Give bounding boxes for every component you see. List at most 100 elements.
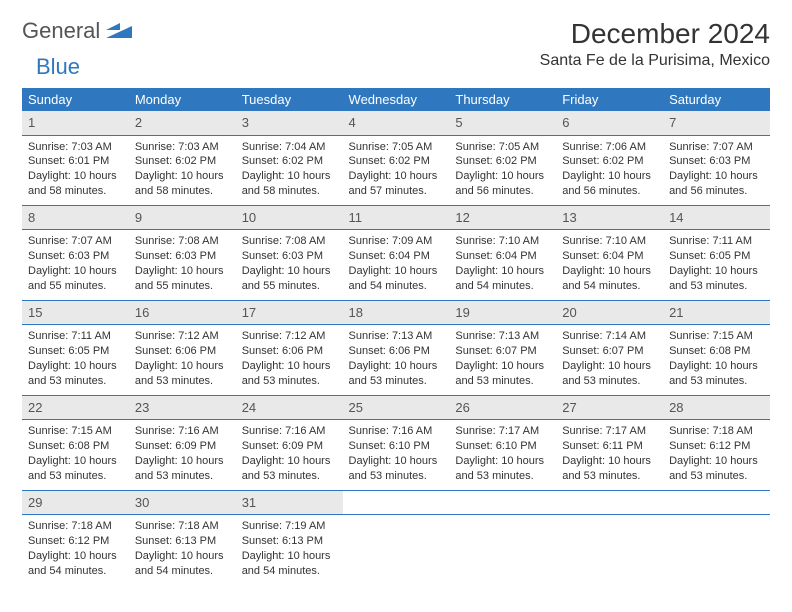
- sunset-text: Sunset: 6:06 PM: [349, 344, 444, 359]
- daylight-text: Daylight: 10 hours and 55 minutes.: [28, 264, 123, 294]
- day-cell: Sunrise: 7:11 AMSunset: 6:05 PMDaylight:…: [22, 325, 129, 395]
- day-number: 6: [556, 111, 663, 135]
- day-number: 19: [449, 300, 556, 325]
- daylight-text: Daylight: 10 hours and 53 minutes.: [455, 359, 550, 389]
- day-number: 7: [663, 111, 770, 135]
- day-cell: [663, 515, 770, 585]
- daylight-text: Daylight: 10 hours and 53 minutes.: [242, 454, 337, 484]
- sunset-text: Sunset: 6:08 PM: [28, 439, 123, 454]
- sunset-text: Sunset: 6:05 PM: [28, 344, 123, 359]
- day-cell: [343, 515, 450, 585]
- weekday-header: Wednesday: [343, 88, 450, 111]
- day-number: [343, 490, 450, 515]
- sunrise-text: Sunrise: 7:04 AM: [242, 140, 337, 155]
- day-number: 28: [663, 395, 770, 420]
- day-number: [556, 490, 663, 515]
- day-number: 15: [22, 300, 129, 325]
- day-detail-row: Sunrise: 7:11 AMSunset: 6:05 PMDaylight:…: [22, 325, 770, 395]
- weekday-header: Sunday: [22, 88, 129, 111]
- day-cell: Sunrise: 7:17 AMSunset: 6:10 PMDaylight:…: [449, 420, 556, 490]
- daylight-text: Daylight: 10 hours and 54 minutes.: [242, 549, 337, 579]
- day-cell: Sunrise: 7:16 AMSunset: 6:10 PMDaylight:…: [343, 420, 450, 490]
- day-cell: Sunrise: 7:16 AMSunset: 6:09 PMDaylight:…: [129, 420, 236, 490]
- daylight-text: Daylight: 10 hours and 58 minutes.: [135, 169, 230, 199]
- daylight-text: Daylight: 10 hours and 53 minutes.: [349, 359, 444, 389]
- sunset-text: Sunset: 6:06 PM: [242, 344, 337, 359]
- day-number: 9: [129, 205, 236, 230]
- daylight-text: Daylight: 10 hours and 56 minutes.: [562, 169, 657, 199]
- sunrise-text: Sunrise: 7:11 AM: [669, 234, 764, 249]
- sunrise-text: Sunrise: 7:10 AM: [562, 234, 657, 249]
- daylight-text: Daylight: 10 hours and 54 minutes.: [28, 549, 123, 579]
- day-number: 21: [663, 300, 770, 325]
- title-block: December 2024 Santa Fe de la Purisima, M…: [540, 18, 770, 70]
- daylight-text: Daylight: 10 hours and 53 minutes.: [28, 359, 123, 389]
- sunset-text: Sunset: 6:02 PM: [455, 154, 550, 169]
- location-text: Santa Fe de la Purisima, Mexico: [540, 52, 770, 70]
- weekday-header: Tuesday: [236, 88, 343, 111]
- sunrise-text: Sunrise: 7:05 AM: [455, 140, 550, 155]
- sunset-text: Sunset: 6:04 PM: [455, 249, 550, 264]
- daylight-text: Daylight: 10 hours and 53 minutes.: [562, 454, 657, 484]
- daylight-text: Daylight: 10 hours and 53 minutes.: [135, 359, 230, 389]
- sunrise-text: Sunrise: 7:07 AM: [669, 140, 764, 155]
- daylight-text: Daylight: 10 hours and 54 minutes.: [562, 264, 657, 294]
- sunset-text: Sunset: 6:02 PM: [242, 154, 337, 169]
- day-number: 8: [22, 205, 129, 230]
- day-cell: Sunrise: 7:18 AMSunset: 6:13 PMDaylight:…: [129, 515, 236, 585]
- day-cell: Sunrise: 7:10 AMSunset: 6:04 PMDaylight:…: [556, 230, 663, 300]
- sunrise-text: Sunrise: 7:08 AM: [242, 234, 337, 249]
- logo-word-2: Blue: [36, 54, 80, 79]
- sunset-text: Sunset: 6:03 PM: [669, 154, 764, 169]
- daylight-text: Daylight: 10 hours and 58 minutes.: [242, 169, 337, 199]
- sunset-text: Sunset: 6:12 PM: [669, 439, 764, 454]
- day-cell: Sunrise: 7:12 AMSunset: 6:06 PMDaylight:…: [236, 325, 343, 395]
- sunset-text: Sunset: 6:10 PM: [455, 439, 550, 454]
- sunset-text: Sunset: 6:08 PM: [669, 344, 764, 359]
- sunset-text: Sunset: 6:04 PM: [562, 249, 657, 264]
- sunrise-text: Sunrise: 7:03 AM: [135, 140, 230, 155]
- day-number-row: 15161718192021: [22, 300, 770, 325]
- day-cell: Sunrise: 7:03 AMSunset: 6:02 PMDaylight:…: [129, 135, 236, 205]
- day-cell: Sunrise: 7:08 AMSunset: 6:03 PMDaylight:…: [129, 230, 236, 300]
- day-number: 2: [129, 111, 236, 135]
- day-number: [449, 490, 556, 515]
- day-detail-row: Sunrise: 7:18 AMSunset: 6:12 PMDaylight:…: [22, 515, 770, 585]
- day-number: [663, 490, 770, 515]
- sunrise-text: Sunrise: 7:03 AM: [28, 140, 123, 155]
- weekday-header: Friday: [556, 88, 663, 111]
- day-cell: Sunrise: 7:18 AMSunset: 6:12 PMDaylight:…: [22, 515, 129, 585]
- day-number-row: 22232425262728: [22, 395, 770, 420]
- sunset-text: Sunset: 6:03 PM: [242, 249, 337, 264]
- sunrise-text: Sunrise: 7:18 AM: [28, 519, 123, 534]
- daylight-text: Daylight: 10 hours and 55 minutes.: [135, 264, 230, 294]
- day-number: 29: [22, 490, 129, 515]
- sunrise-text: Sunrise: 7:08 AM: [135, 234, 230, 249]
- sunset-text: Sunset: 6:13 PM: [135, 534, 230, 549]
- daylight-text: Daylight: 10 hours and 54 minutes.: [455, 264, 550, 294]
- daylight-text: Daylight: 10 hours and 54 minutes.: [135, 549, 230, 579]
- sunrise-text: Sunrise: 7:14 AM: [562, 329, 657, 344]
- daylight-text: Daylight: 10 hours and 53 minutes.: [669, 454, 764, 484]
- sunrise-text: Sunrise: 7:18 AM: [669, 424, 764, 439]
- day-number-row: 293031: [22, 490, 770, 515]
- logo-word-1: General: [22, 18, 100, 44]
- day-detail-row: Sunrise: 7:07 AMSunset: 6:03 PMDaylight:…: [22, 230, 770, 300]
- sunset-text: Sunset: 6:07 PM: [562, 344, 657, 359]
- day-number: 11: [343, 205, 450, 230]
- sunrise-text: Sunrise: 7:12 AM: [242, 329, 337, 344]
- daylight-text: Daylight: 10 hours and 53 minutes.: [349, 454, 444, 484]
- day-detail-row: Sunrise: 7:15 AMSunset: 6:08 PMDaylight:…: [22, 420, 770, 490]
- day-number: 3: [236, 111, 343, 135]
- day-number-row: 891011121314: [22, 205, 770, 230]
- sunrise-text: Sunrise: 7:17 AM: [562, 424, 657, 439]
- sunrise-text: Sunrise: 7:09 AM: [349, 234, 444, 249]
- sunset-text: Sunset: 6:13 PM: [242, 534, 337, 549]
- daylight-text: Daylight: 10 hours and 53 minutes.: [562, 359, 657, 389]
- day-cell: Sunrise: 7:17 AMSunset: 6:11 PMDaylight:…: [556, 420, 663, 490]
- sunset-text: Sunset: 6:03 PM: [28, 249, 123, 264]
- sunset-text: Sunset: 6:09 PM: [242, 439, 337, 454]
- sunrise-text: Sunrise: 7:15 AM: [669, 329, 764, 344]
- day-detail-row: Sunrise: 7:03 AMSunset: 6:01 PMDaylight:…: [22, 135, 770, 205]
- day-cell: Sunrise: 7:16 AMSunset: 6:09 PMDaylight:…: [236, 420, 343, 490]
